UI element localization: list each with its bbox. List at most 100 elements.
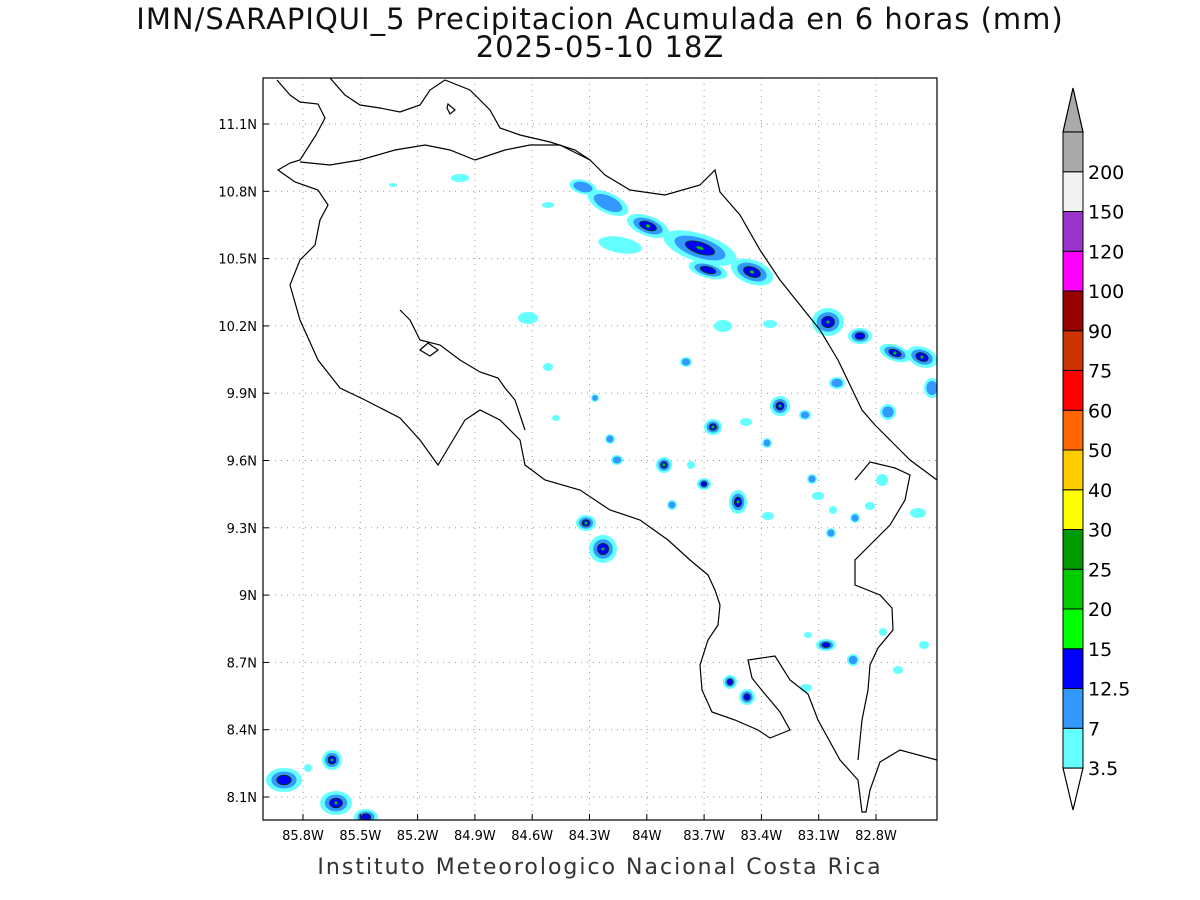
precip-contour [606, 435, 614, 443]
precip-contour-line [597, 543, 610, 556]
plot-background [263, 78, 937, 820]
precip-contour [681, 358, 691, 366]
precip-contour [451, 174, 469, 182]
coastlines [276, 78, 937, 813]
precip-contour [701, 481, 707, 487]
precip-contour [361, 813, 371, 820]
precip-contour [763, 439, 771, 447]
precip-contour [893, 351, 897, 355]
precip-contour-line [639, 220, 657, 232]
colorbar-swatch [1062, 608, 1084, 650]
precip-contour [304, 764, 312, 772]
plot-area: 11.1N 10.8N 10.5N 10.2N 9.9N 9.6N 9.3N 9N 8.7N 8.… [218, 77, 938, 844]
colorbar-swatch [1062, 568, 1084, 610]
precip-contour [910, 508, 926, 518]
nicoya-gulf [399, 309, 526, 431]
precip-contour [848, 655, 858, 665]
colorbar-swatch [1062, 489, 1084, 530]
precip-contour [740, 418, 752, 426]
precip-contour [826, 320, 830, 324]
colorbar-swatch [1062, 688, 1084, 729]
precip-contour [334, 801, 338, 805]
lon-tick-label: 83.1W [798, 829, 840, 844]
colorbar-level-label: 60 [1088, 400, 1112, 422]
colorbar-level-label: 75 [1088, 361, 1112, 383]
gridlines [263, 78, 937, 820]
colorbar-swatch [1062, 529, 1084, 570]
precip-contour-line [821, 642, 831, 648]
precip-contour [593, 193, 623, 213]
lat-tick-label: 8.4N [227, 724, 257, 739]
precip-contour [542, 202, 554, 208]
precip-contour [711, 425, 715, 429]
colorbar-level-label: 3.5 [1088, 758, 1118, 780]
lat-tick-label: 10.2N [218, 320, 257, 335]
colorbar-level-label: 15 [1088, 639, 1112, 661]
precip-contour [762, 512, 774, 520]
precip-contour [800, 411, 810, 419]
precip-contour-line [821, 315, 835, 328]
precip-contour [855, 332, 865, 340]
precip-contour [827, 529, 835, 537]
precip-contour-line [276, 774, 292, 786]
colorbar-swatch [1062, 330, 1084, 371]
colorbar-swatch [1062, 449, 1084, 491]
lat-tick-label: 9.6N [227, 455, 257, 470]
colorbar-level-label: 7 [1088, 718, 1100, 740]
panama-border [854, 461, 911, 761]
colorbar-swatch [1062, 370, 1084, 411]
precip-contour-line [685, 240, 715, 256]
colorbar-level-label: 100 [1088, 281, 1124, 303]
precip-contour [749, 270, 755, 274]
precip-contour-line [327, 755, 337, 765]
map-title: IMN/SARAPIQUI_5 Precipitacion Acumulada … [136, 2, 1064, 36]
precip-contour-line [660, 461, 668, 469]
precip-contour [598, 236, 642, 254]
precip-contour [778, 404, 782, 408]
island-lake [418, 102, 456, 357]
lon-tick-label: 85.5W [339, 829, 381, 844]
precip-contour [831, 378, 843, 388]
colorbar-level-label: 30 [1088, 520, 1112, 542]
precip-contour [584, 521, 588, 525]
lat-tick-label: 10.5N [218, 253, 257, 268]
precip-contour [812, 492, 824, 500]
lon-tick-label: 84.3W [569, 829, 611, 844]
precip-contour [926, 381, 937, 395]
precip-contour [882, 406, 894, 418]
precip-contour [592, 395, 598, 401]
lon-tick-label: 84W [632, 829, 662, 844]
colorbar-swatch [1062, 211, 1084, 252]
precip-contour-line [915, 352, 929, 362]
precip-contour-line [888, 348, 902, 358]
precip-contour [330, 758, 334, 762]
precip-contour-line [700, 481, 708, 487]
plot-frame [262, 77, 938, 821]
precip-contour [276, 775, 292, 785]
lon-tick-label: 85.2W [397, 829, 439, 844]
colorbar-swatch [1062, 131, 1084, 173]
precip-contour [573, 181, 593, 193]
colorbar-swatch [1062, 409, 1084, 451]
precip-contour [808, 475, 816, 483]
precip-contour-line [854, 332, 866, 340]
precip-contour-line [329, 797, 343, 809]
colorbar-level-label: 90 [1088, 321, 1112, 343]
lon-tick-label: 85.8W [282, 829, 324, 844]
precip-contour [865, 502, 875, 510]
precip-contour [668, 501, 676, 509]
precipitation-contours [266, 174, 937, 820]
lat-tick-label: 8.1N [227, 791, 257, 806]
precip-contour [601, 547, 605, 551]
precip-contour [822, 642, 830, 648]
precip-contour [612, 456, 622, 464]
precip-contour-line [581, 519, 591, 527]
precip-contour [736, 500, 740, 504]
precip-contour [763, 320, 777, 328]
colorbar-level-label: 20 [1088, 599, 1112, 621]
precip-contour [743, 693, 751, 701]
precip-contour [920, 355, 924, 359]
lat-tick-label: 10.8N [218, 185, 257, 200]
colorbar-swatch [1062, 250, 1084, 292]
